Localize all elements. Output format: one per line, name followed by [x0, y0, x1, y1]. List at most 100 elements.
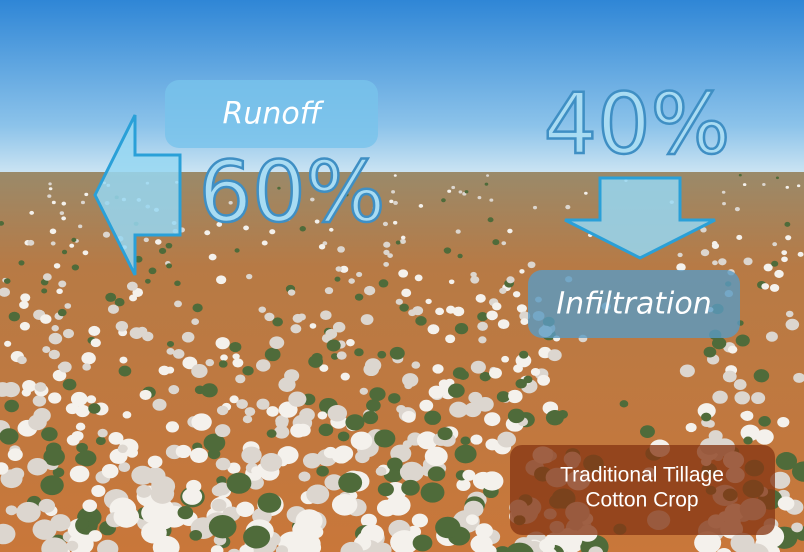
cotton-boll — [309, 323, 317, 329]
cotton-boll — [229, 341, 242, 353]
cotton-boll — [277, 186, 281, 190]
cotton-boll — [220, 354, 228, 361]
cotton-boll — [81, 352, 96, 365]
runoff-label: Runoff — [223, 97, 325, 132]
cotton-boll — [88, 325, 101, 336]
cotton-boll — [52, 369, 67, 382]
cotton-boll — [2, 382, 21, 398]
cotton-boll — [425, 298, 432, 305]
cotton-boll — [777, 417, 790, 428]
cotton-boll — [0, 523, 16, 545]
cotton-boll — [186, 479, 202, 493]
cotton-boll — [226, 472, 252, 494]
cotton-boll — [168, 385, 180, 395]
cotton-boll — [785, 310, 794, 318]
cotton-boll — [774, 269, 784, 278]
cotton-boll — [56, 288, 63, 295]
cotton-boll — [38, 498, 56, 513]
cotton-boll — [201, 383, 218, 398]
cotton-boll — [329, 227, 334, 232]
cotton-boll — [50, 514, 71, 532]
cotton-boll — [251, 466, 262, 476]
cotton-boll — [455, 229, 461, 234]
cotton-boll — [97, 428, 108, 438]
cotton-boll — [470, 534, 493, 552]
cotton-boll — [505, 542, 534, 552]
cotton-boll — [71, 430, 84, 442]
cotton-boll — [208, 253, 217, 261]
cotton-boll — [324, 287, 334, 295]
cotton-boll — [462, 469, 476, 481]
cotton-boll — [701, 412, 712, 422]
cotton-boll — [775, 176, 779, 180]
cotton-boll — [139, 389, 152, 400]
cotton-boll — [232, 353, 240, 360]
cotton-boll — [340, 541, 364, 552]
cotton-boll — [215, 337, 230, 350]
cotton-boll — [389, 346, 405, 360]
cotton-boll — [398, 269, 409, 278]
cotton-boll — [47, 194, 52, 198]
cotton-boll — [152, 398, 167, 411]
cotton-boll — [298, 471, 311, 482]
cotton-boll — [507, 408, 525, 424]
cotton-boll — [77, 450, 97, 467]
cotton-boll — [242, 415, 253, 424]
cotton-boll — [27, 457, 48, 476]
cotton-boll — [258, 306, 267, 313]
cotton-boll — [354, 293, 364, 301]
cotton-boll — [457, 253, 463, 259]
cotton-boll — [401, 411, 416, 423]
cotton-boll — [19, 321, 30, 331]
cotton-boll — [331, 493, 358, 516]
cotton-boll — [322, 241, 328, 246]
cotton-boll — [758, 416, 771, 427]
cotton-boll — [75, 404, 90, 418]
cotton-boll — [346, 339, 355, 347]
cotton-boll — [62, 378, 77, 391]
cotton-boll — [173, 349, 185, 359]
cotton-boll — [57, 308, 67, 317]
cotton-boll — [71, 264, 80, 271]
cotton-boll — [712, 390, 728, 404]
cotton-boll — [174, 300, 182, 308]
cotton-boll — [741, 410, 754, 421]
cotton-boll — [470, 360, 486, 374]
cotton-boll — [508, 389, 523, 402]
cotton-boll — [424, 446, 448, 467]
cotton-boll — [82, 250, 89, 256]
cotton-boll — [288, 391, 307, 407]
cotton-boll — [588, 546, 604, 552]
caption-box — [510, 445, 775, 535]
cotton-boll — [477, 321, 488, 331]
cotton-boll — [155, 239, 162, 245]
cotton-boll — [241, 446, 262, 464]
cotton-boll — [292, 519, 316, 540]
cotton-boll — [152, 535, 180, 552]
cotton-boll — [348, 278, 355, 284]
cotton-boll — [62, 328, 74, 339]
cotton-boll — [399, 303, 409, 312]
cotton-boll — [501, 355, 510, 363]
cotton-boll — [375, 466, 387, 476]
cotton-boll — [335, 266, 342, 272]
cotton-boll — [734, 391, 750, 405]
cotton-boll — [0, 287, 10, 297]
cotton-boll — [676, 263, 686, 272]
cotton-boll — [523, 375, 533, 384]
cotton-boll — [142, 331, 154, 342]
infiltration-arrow — [564, 176, 716, 260]
cotton-boll — [460, 436, 471, 445]
cotton-boll — [27, 239, 35, 246]
cotton-boll — [182, 487, 203, 505]
cotton-boll — [3, 278, 11, 284]
cotton-boll — [84, 192, 89, 197]
cotton-boll — [4, 399, 19, 413]
cotton-boll — [506, 276, 515, 284]
cotton-boll — [70, 391, 88, 407]
cotton-boll — [679, 364, 695, 378]
cotton-boll — [515, 353, 532, 368]
cotton-boll — [775, 452, 798, 471]
cotton-boll — [22, 380, 37, 393]
cotton-boll — [190, 447, 208, 463]
